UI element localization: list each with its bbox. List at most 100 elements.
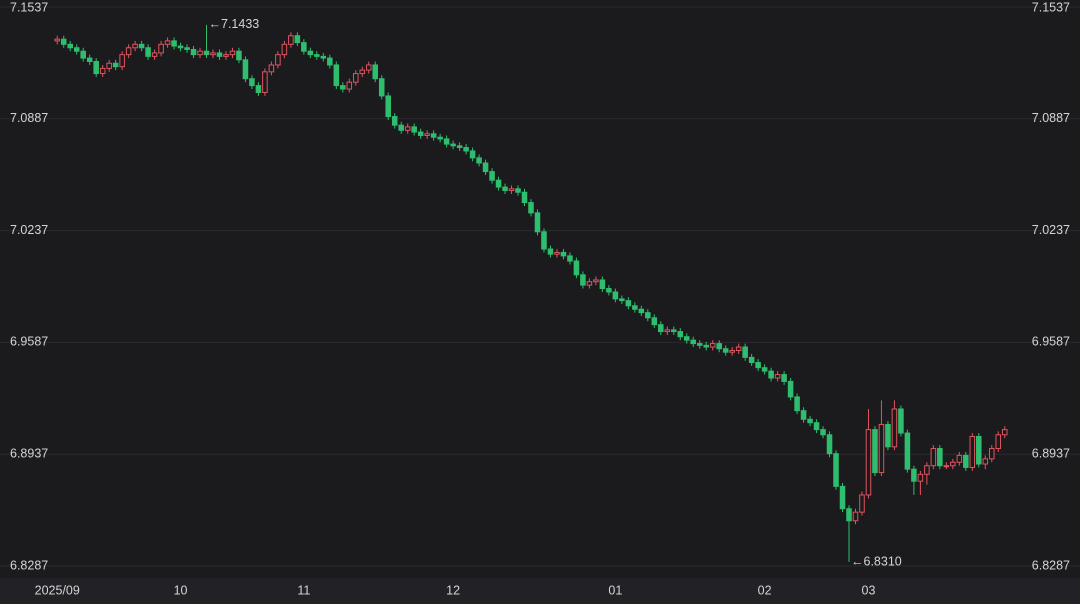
candle-body: [385, 95, 391, 118]
candle-body: [307, 50, 314, 56]
candle-body: [210, 52, 216, 56]
candle-body: [645, 312, 651, 319]
y-tick-label-right: 7.1537: [1032, 0, 1070, 14]
candle-body: [340, 85, 346, 90]
candle-body: [729, 349, 735, 353]
candle-body: [677, 331, 684, 338]
candle-body: [761, 367, 768, 372]
candle-body: [528, 202, 534, 214]
candle-body: [541, 231, 547, 250]
candle-body: [852, 511, 859, 522]
candle-body: [93, 61, 99, 75]
candle-body: [664, 329, 671, 333]
x-tick-label: 10: [174, 583, 188, 597]
candle-body: [132, 43, 138, 49]
candle-body: [878, 423, 885, 474]
candle-body: [314, 54, 320, 57]
candle-body: [424, 133, 430, 136]
candle-body: [612, 291, 619, 300]
candle-body: [151, 52, 158, 57]
candle-body: [930, 448, 937, 467]
candle-body: [826, 434, 833, 455]
candle-body: [658, 324, 664, 333]
candle-body: [482, 162, 489, 173]
candle-body: [119, 54, 125, 68]
candle-body: [158, 43, 164, 54]
candle-body: [833, 453, 839, 487]
y-tick-label-left: 7.1537: [10, 0, 48, 14]
candle-body: [353, 73, 359, 83]
candle-body: [327, 57, 333, 66]
candle-body: [703, 344, 709, 348]
candle-body: [651, 317, 658, 326]
candle-body: [904, 432, 911, 470]
candle-body: [469, 150, 476, 159]
candle-body: [145, 47, 151, 57]
candle-body: [346, 81, 353, 90]
candle-body: [1001, 429, 1008, 436]
candle-body: [606, 288, 612, 293]
candle-body: [560, 251, 567, 257]
candle-body: [755, 362, 761, 369]
candle-body: [268, 64, 275, 73]
candle-body: [281, 43, 288, 56]
candle-body: [976, 435, 982, 465]
candle-body: [534, 212, 541, 233]
candle-body: [365, 64, 372, 71]
candle-body: [171, 40, 177, 47]
candle-body: [138, 43, 145, 49]
candle-body: [937, 448, 943, 467]
candle-body: [515, 188, 521, 193]
candle-body: [781, 374, 787, 382]
y-tick-label-right: 6.8937: [1032, 446, 1070, 460]
candle-body: [872, 429, 878, 474]
candle-body: [67, 43, 73, 49]
candle-body: [891, 408, 898, 448]
x-tick-label: 2025/09: [35, 583, 80, 597]
y-tick-label-left: 7.0237: [10, 223, 48, 237]
candle-body: [301, 42, 307, 52]
candle-body: [722, 348, 729, 353]
y-tick-label-right: 6.8287: [1032, 558, 1070, 572]
candle-body: [898, 408, 904, 434]
candle-body: [495, 179, 502, 188]
candle-body: [197, 50, 203, 56]
max-annotation: ←7.1433: [209, 17, 260, 31]
y-tick-label-left: 6.8937: [10, 446, 48, 460]
candle-body: [80, 50, 86, 59]
y-tick-label-right: 7.0887: [1032, 111, 1070, 125]
candle-body: [112, 62, 119, 68]
candle-body: [249, 78, 255, 87]
candle-body: [242, 59, 249, 80]
candle-body: [742, 346, 748, 358]
candle-body: [294, 35, 301, 44]
candle-body: [333, 64, 340, 87]
candle-body: [619, 298, 625, 302]
candle-body: [86, 57, 93, 63]
candle-body: [671, 329, 677, 333]
candle-body: [60, 38, 67, 45]
candle-body: [463, 147, 469, 152]
candle-body: [430, 133, 437, 138]
candle-body: [437, 136, 443, 140]
candle-body: [177, 45, 184, 49]
y-tick-label-left: 6.8287: [10, 558, 48, 572]
candle-body: [924, 465, 930, 475]
candle-body: [502, 186, 508, 192]
candle-body: [839, 485, 846, 510]
x-axis-band: [0, 578, 1080, 604]
candle-body: [995, 434, 1002, 450]
candle-body: [683, 336, 690, 341]
x-tick-label: 02: [758, 583, 772, 597]
candle-body: [632, 305, 638, 310]
candle-body: [521, 191, 528, 204]
candle-body: [190, 48, 197, 56]
candle-body: [164, 40, 171, 45]
candle-body: [573, 260, 580, 276]
x-tick-label: 11: [297, 583, 310, 597]
y-tick-label-right: 7.0237: [1032, 223, 1070, 237]
candle-body: [125, 47, 132, 56]
candle-body: [709, 343, 716, 348]
